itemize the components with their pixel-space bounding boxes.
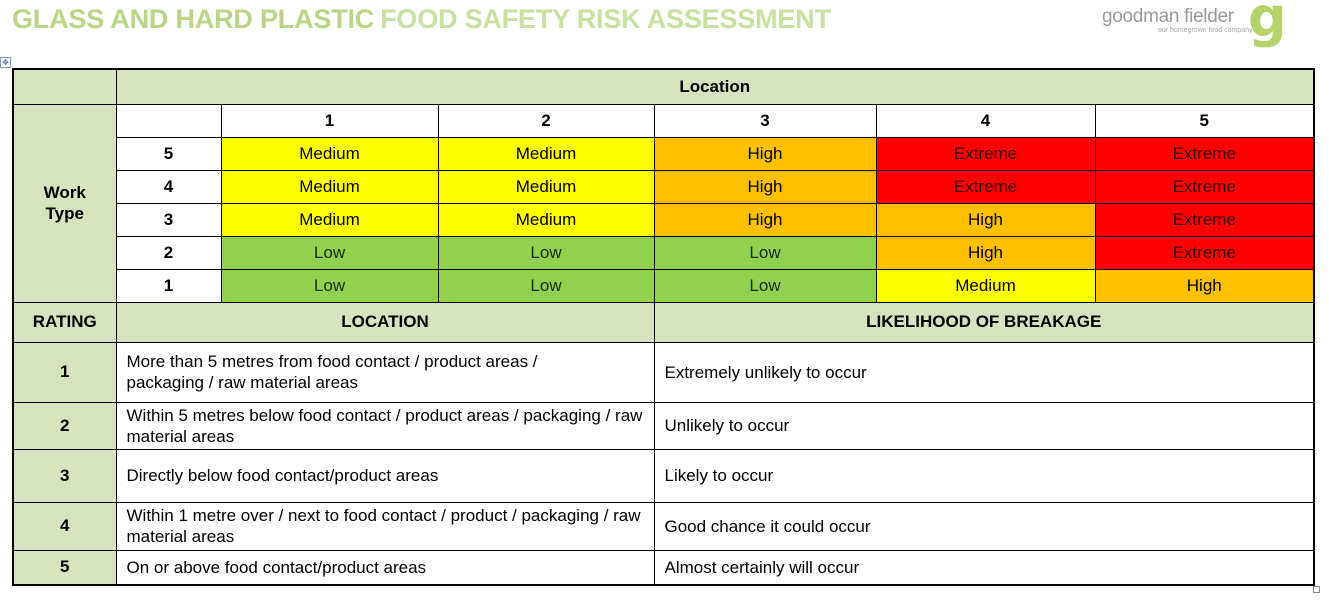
work-type-row-label: 3 (115, 202, 222, 237)
rating-value: 1 (12, 341, 117, 403)
risk-cell: Extreme (875, 136, 1096, 171)
location-description: Within 1 metre over / next to food conta… (115, 501, 655, 551)
risk-cell: High (875, 235, 1096, 270)
risk-cell: High (653, 136, 877, 171)
work-type-row-label: 5 (115, 136, 222, 171)
location-col-2: 2 (437, 103, 655, 138)
risk-cell: Medium (875, 268, 1096, 303)
table-resize-handle-icon[interactable] (1313, 586, 1320, 593)
legend-row: 5 On or above food contact/product areas… (12, 549, 1315, 586)
risk-cell: Extreme (1094, 202, 1315, 237)
logo-name: goodman fielder (1102, 6, 1234, 27)
logo-g-icon: g (1248, 0, 1287, 49)
risk-cell: Low (653, 235, 877, 270)
table-move-handle-icon[interactable]: ✥ (0, 57, 11, 68)
risk-cell: Extreme (1094, 136, 1315, 171)
legend-row: 4 Within 1 metre over / next to food con… (12, 501, 1315, 551)
matrix-row: 4 Medium Medium High Extreme Extreme (13, 169, 1315, 204)
rating-value: 4 (12, 501, 117, 551)
title-part-1: GLASS AND HARD PLASTIC (12, 4, 375, 34)
matrix-blank-cell (115, 103, 222, 138)
page-title: GLASS AND HARD PLASTIC FOOD SAFETY RISK A… (12, 4, 831, 35)
risk-assessment-table: Location Work Type 1 2 3 4 5 5 Medium Me… (12, 68, 1315, 586)
legend-row: 2 Within 5 metres below food contact / p… (12, 401, 1315, 450)
risk-cell: Medium (220, 169, 439, 204)
likelihood-description: Good chance it could occur (653, 501, 1315, 551)
risk-cell: Low (220, 235, 439, 270)
risk-cell: High (1094, 268, 1315, 303)
location-col-5: 5 (1094, 103, 1315, 138)
matrix-row: 5 Medium Medium High Extreme Extreme (13, 136, 1315, 171)
likelihood-description: Likely to occur (653, 448, 1315, 503)
likelihood-description: Extremely unlikely to occur (653, 341, 1315, 403)
work-type-row-label: 1 (115, 268, 222, 303)
risk-cell: Extreme (875, 169, 1096, 204)
risk-cell: High (653, 202, 877, 237)
risk-cell: Medium (220, 202, 439, 237)
rating-value: 5 (12, 549, 117, 586)
corner-cell (12, 68, 117, 105)
risk-cell: Low (220, 268, 439, 303)
likelihood-description: Unlikely to occur (653, 401, 1315, 450)
work-type-label: Work Type (12, 103, 117, 303)
location-col-1: 1 (220, 103, 439, 138)
location-col-4: 4 (875, 103, 1096, 138)
location-description: Within 5 metres below food contact / pro… (115, 401, 655, 450)
likelihood-header: LIKELIHOOD OF BREAKAGE (653, 301, 1315, 343)
logo-tagline: our homegrown food company (1158, 27, 1253, 34)
location-group-header: Location (115, 68, 1315, 105)
rating-header: RATING (12, 301, 117, 343)
title-part-2: FOOD SAFETY RISK ASSESSMENT (380, 4, 831, 34)
risk-cell: Medium (437, 169, 655, 204)
risk-cell: Extreme (1094, 235, 1315, 270)
location-description: On or above food contact/product areas (115, 549, 655, 586)
risk-cell: Medium (220, 136, 439, 171)
legend-row: 1 More than 5 metres from food contact /… (12, 341, 1315, 403)
company-logo: goodman fielder our homegrown food compa… (1100, 0, 1329, 49)
risk-cell: Extreme (1094, 169, 1315, 204)
risk-cell: Low (437, 235, 655, 270)
work-type-row-label: 2 (115, 235, 222, 270)
work-type-row-label: 4 (115, 169, 222, 204)
matrix-row: 3 Medium Medium High High Extreme (13, 202, 1315, 237)
risk-cell: High (653, 169, 877, 204)
risk-cell: Medium (437, 136, 655, 171)
risk-cell: Low (437, 268, 655, 303)
likelihood-description: Almost certainly will occur (653, 549, 1315, 586)
rating-value: 2 (12, 401, 117, 450)
risk-cell: Low (653, 268, 877, 303)
risk-cell: Medium (437, 202, 655, 237)
risk-cell: High (875, 202, 1096, 237)
matrix-row: 2 Low Low Low High Extreme (13, 235, 1315, 270)
matrix-row: 1 Low Low Low Medium High (13, 268, 1315, 303)
location-description: Directly below food contact/product area… (115, 448, 655, 503)
location-description: More than 5 metres from food contact / p… (115, 341, 655, 403)
location-header: LOCATION (115, 301, 655, 343)
location-col-3: 3 (653, 103, 877, 138)
legend-row: 3 Directly below food contact/product ar… (12, 448, 1315, 503)
rating-value: 3 (12, 448, 117, 503)
